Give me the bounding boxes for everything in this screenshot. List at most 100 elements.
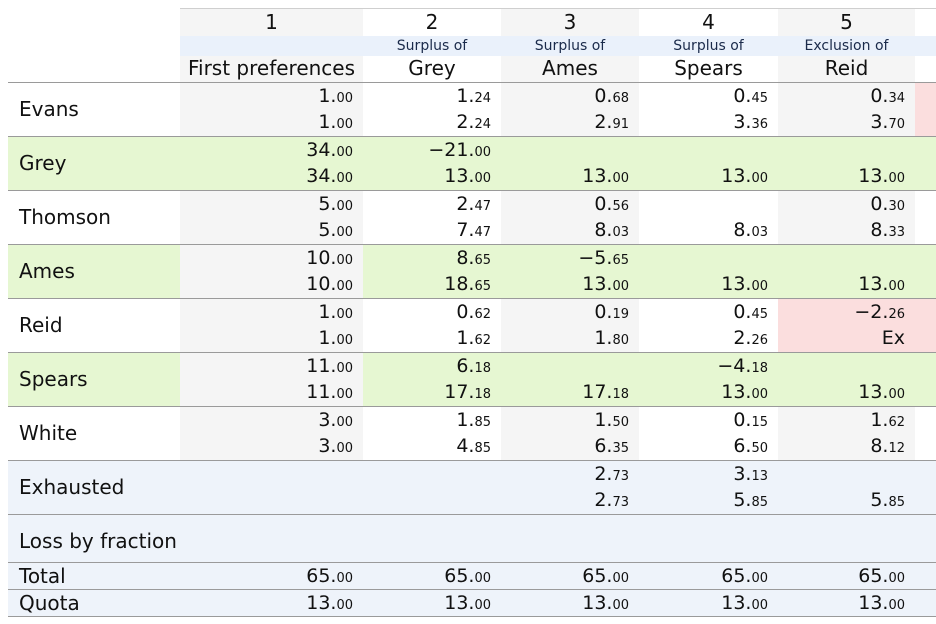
value-decimal: 00 <box>474 171 491 186</box>
value-decimal: 30 <box>888 199 905 214</box>
candidate-name: Evans <box>19 97 79 121</box>
vote-total: 18.65 <box>363 271 501 297</box>
column-subtitle <box>180 36 363 56</box>
value-integer: 17. <box>582 381 613 403</box>
value-decimal: 00 <box>751 279 768 294</box>
value-decimal: 00 <box>474 145 491 160</box>
value-decimal: 18 <box>474 387 491 402</box>
value-integer: 13. <box>582 273 613 295</box>
vote-total: 2.24 <box>363 109 501 135</box>
value-integer: 1. <box>870 409 889 431</box>
header-top-border <box>180 8 936 9</box>
value-decimal: 00 <box>336 91 353 106</box>
row-elected-band <box>8 244 180 298</box>
value-decimal: 50 <box>751 441 768 456</box>
vote-total: 5.00 <box>180 217 363 243</box>
column-title: Grey <box>408 56 456 80</box>
vote-total: 1.00 <box>180 325 363 351</box>
value-integer: 5. <box>733 489 752 511</box>
candidate-name: Grey <box>19 151 67 175</box>
value-integer: 0. <box>733 409 752 431</box>
vote-transfer: 0.30 <box>778 191 915 217</box>
value-integer: 1. <box>318 111 337 133</box>
vote-transfer: 1.85 <box>363 407 501 433</box>
vote-total: 8.03 <box>639 217 778 243</box>
vote-transfer: 2.73 <box>501 461 639 487</box>
candidate-name: Spears <box>19 367 88 391</box>
value-integer: 2. <box>594 489 613 511</box>
vote-total: 2.91 <box>501 109 639 135</box>
value-decimal: 00 <box>336 307 353 322</box>
vote-total: 8.33 <box>778 217 915 243</box>
value-integer: 65. <box>582 565 613 587</box>
value-integer: 10. <box>306 273 337 295</box>
value-decimal: 73 <box>612 469 629 484</box>
value-integer: 1. <box>318 301 337 323</box>
vote-transfer: 10.00 <box>180 245 363 271</box>
value-integer: 65. <box>306 565 337 587</box>
quota-label: Quota <box>19 590 80 615</box>
table-bottom-rule <box>8 616 936 617</box>
candidate-name: Exhausted <box>19 475 125 499</box>
value-decimal: 85 <box>751 495 768 510</box>
vote-total: 11.00 <box>180 379 363 405</box>
value-integer: 0. <box>870 193 889 215</box>
quota-value: 13.00 <box>778 590 915 616</box>
value-decimal: 00 <box>336 117 353 132</box>
value-integer: 3. <box>870 111 889 133</box>
vote-transfer: 0.45 <box>639 299 778 325</box>
vote-transfer: −5.65 <box>501 245 639 271</box>
value-integer: 1. <box>318 85 337 107</box>
value-integer: 13. <box>582 165 613 187</box>
value-decimal: 00 <box>612 571 629 586</box>
value-decimal: 85 <box>474 415 491 430</box>
total-value: 65.00 <box>363 563 501 589</box>
row-divider <box>8 406 936 407</box>
value-decimal: 00 <box>751 387 768 402</box>
value-integer: 13. <box>858 273 889 295</box>
value-integer: 34. <box>306 165 337 187</box>
value-integer: 2. <box>733 327 752 349</box>
value-decimal: 19 <box>612 307 629 322</box>
value-decimal: 00 <box>751 171 768 186</box>
value-decimal: 03 <box>612 225 629 240</box>
row-divider <box>8 244 936 245</box>
vote-total: 5.85 <box>639 487 778 513</box>
value-decimal: 26 <box>888 307 905 322</box>
value-decimal: 00 <box>336 333 353 348</box>
value-integer: 1. <box>456 327 475 349</box>
value-integer: 2. <box>594 463 613 485</box>
column-title: Spears <box>674 56 743 80</box>
vote-transfer: 8.65 <box>363 245 501 271</box>
value-integer: 8. <box>594 219 613 241</box>
row-divider <box>8 514 936 515</box>
value-decimal: 00 <box>336 199 353 214</box>
vote-total: Ex <box>881 327 905 349</box>
vote-transfer: 0.15 <box>639 407 778 433</box>
vote-total: 6.50 <box>639 433 778 459</box>
vote-total: 3.00 <box>180 433 363 459</box>
total-value: 65.00 <box>639 563 778 589</box>
value-decimal: 00 <box>336 387 353 402</box>
candidate-name: Ames <box>19 259 75 283</box>
vote-total: 1.62 <box>363 325 501 351</box>
value-integer: 34. <box>306 139 337 161</box>
value-decimal: 00 <box>888 571 905 586</box>
value-decimal: 18 <box>474 361 491 376</box>
value-integer: 5. <box>318 193 337 215</box>
value-integer: 11. <box>306 355 337 377</box>
value-integer: 13. <box>858 165 889 187</box>
row-elected-band <box>8 352 180 406</box>
vote-total: 5.85 <box>778 487 915 513</box>
value-decimal: 12 <box>888 441 905 456</box>
column-subtitle: Surplus of <box>534 38 606 54</box>
vote-total: 17.18 <box>363 379 501 405</box>
value-integer: 13. <box>858 381 889 403</box>
value-decimal: 00 <box>888 171 905 186</box>
value-decimal: 65 <box>474 279 491 294</box>
row-divider <box>8 589 936 590</box>
vote-transfer: 3.00 <box>180 407 363 433</box>
row-summary-band <box>8 460 936 514</box>
value-integer: 6. <box>733 435 752 457</box>
value-decimal: 00 <box>612 598 629 613</box>
